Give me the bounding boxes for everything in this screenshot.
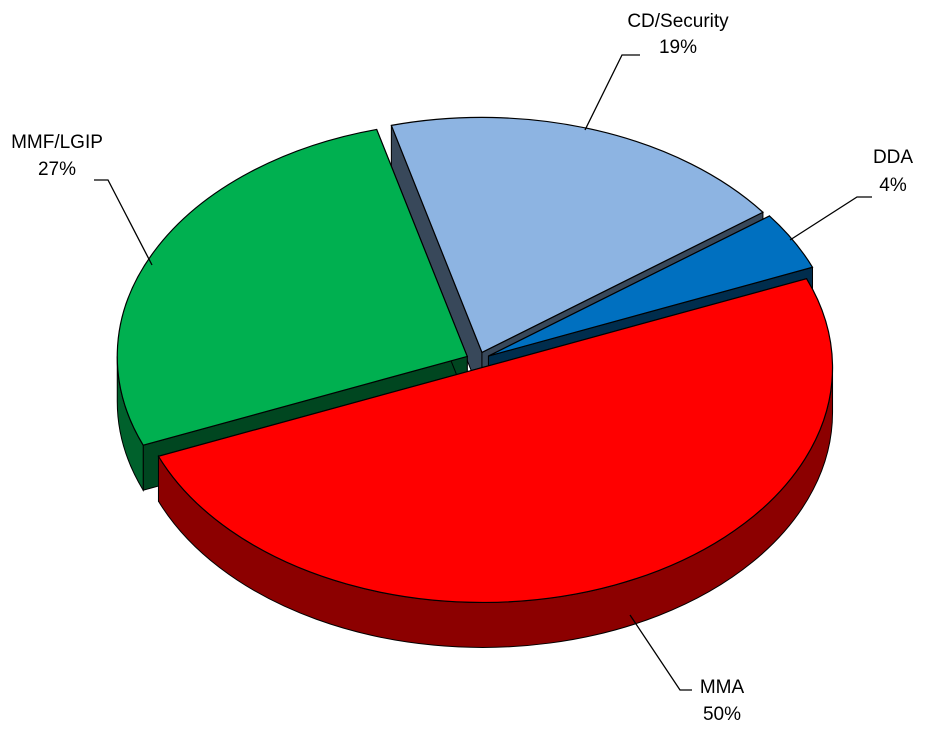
- slice-label: DDA: [873, 147, 913, 168]
- leader-line: [94, 179, 153, 266]
- slice-value-label: 4%: [879, 175, 907, 196]
- pie-slice: [116, 128, 469, 446]
- pie-slice: [488, 215, 814, 357]
- leader-line: [584, 54, 640, 131]
- slice-value-label: 50%: [703, 704, 741, 725]
- leader-line: [789, 196, 872, 241]
- slice-value-label: 27%: [38, 159, 76, 180]
- slice-label: CD/Security: [627, 11, 729, 32]
- slice-group: [157, 277, 834, 648]
- leader-line: [629, 614, 692, 691]
- slice-value-label: 19%: [659, 37, 697, 58]
- pie-slice: [390, 116, 764, 354]
- slice-label: MMF/LGIP: [11, 132, 103, 153]
- pie-slice: [157, 277, 834, 604]
- slice-label: MMA: [700, 677, 745, 698]
